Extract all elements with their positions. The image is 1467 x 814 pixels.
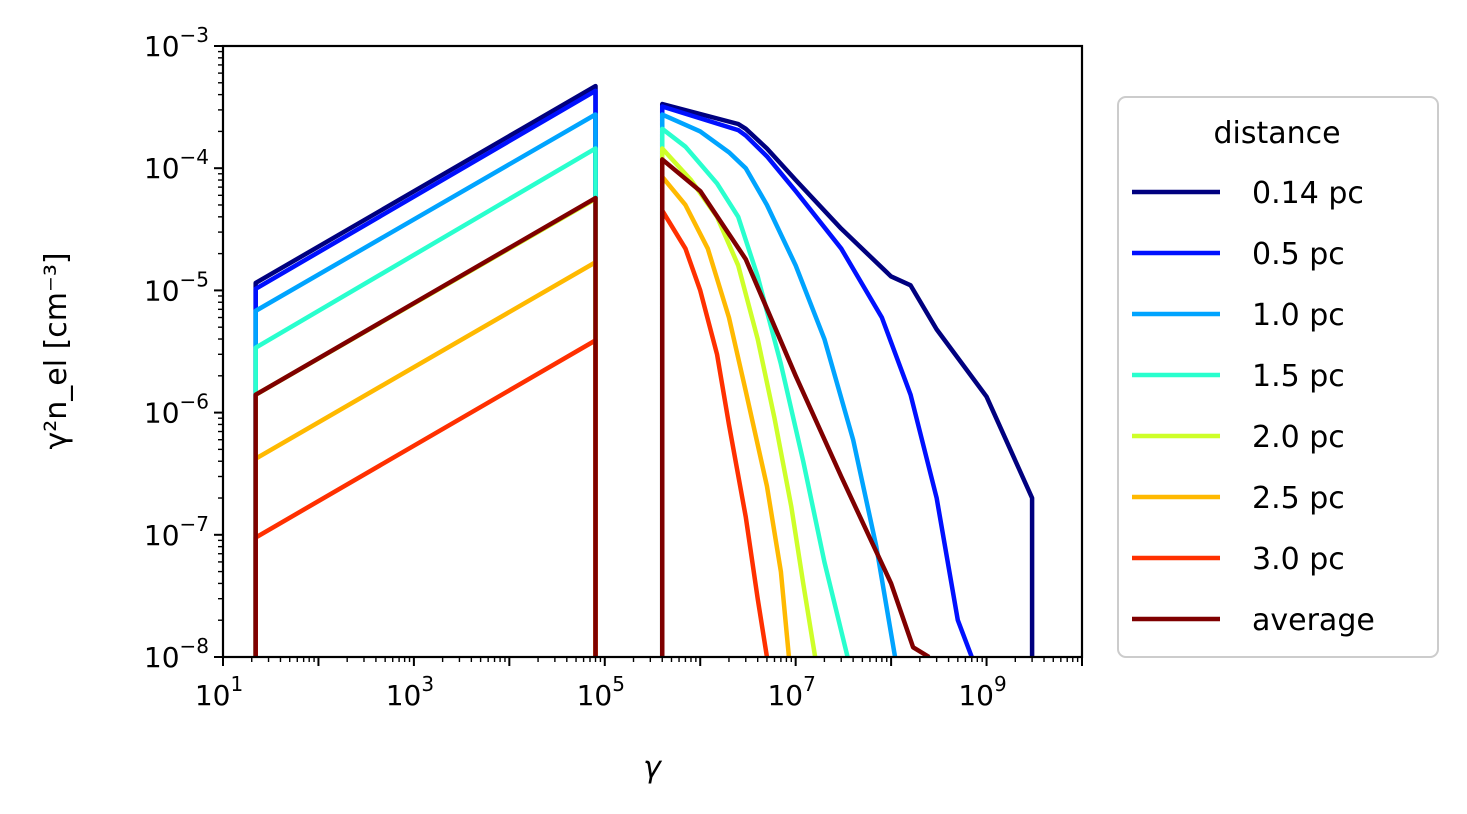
y-tick-label-base: 10	[144, 641, 180, 674]
x-tick-label: 105	[577, 672, 625, 712]
x-tick-label-exponent: 3	[421, 672, 434, 696]
series-line-average-segment-1	[253, 195, 598, 657]
series-line-2-0-pc-segment-2	[659, 146, 818, 657]
x-tick-label: 103	[386, 672, 434, 712]
y-tick-label-exponent: −8	[180, 634, 209, 658]
x-tick-label-base: 10	[195, 679, 231, 712]
x-tick-label: 107	[767, 672, 815, 712]
x-tick-label: 109	[958, 672, 1006, 712]
y-tick-label-base: 10	[144, 397, 180, 430]
y-tick-label-exponent: −5	[180, 267, 209, 291]
series-layer	[253, 83, 1035, 657]
x-tick-label-exponent: 5	[612, 672, 625, 696]
x-axis-label: γ	[643, 750, 663, 785]
legend-label: 2.5 pc	[1252, 481, 1345, 516]
legend: distance 0.14 pc 0.5 pc 1.0 pc 1.5 pc 2.0 pc…	[1117, 96, 1439, 658]
legend-item: 2.5 pc	[1132, 481, 1345, 516]
legend-label: 2.0 pc	[1252, 420, 1345, 455]
x-tick-label-base: 10	[577, 679, 613, 712]
y-tick-label-base: 10	[144, 274, 180, 307]
x-tick-label-exponent: 7	[803, 672, 816, 696]
x-tick-label-base: 10	[958, 679, 994, 712]
legend-items: 0.14 pc 0.5 pc 1.0 pc 1.5 pc 2.0 pc 2.5 pc 3.0…	[1132, 176, 1375, 638]
legend-label: 3.0 pc	[1252, 542, 1345, 577]
y-tick-label: 10−4	[144, 145, 209, 185]
legend-item: 2.0 pc	[1132, 420, 1345, 455]
y-tick-label-exponent: −6	[180, 390, 209, 414]
y-tick-label: 10−8	[144, 634, 209, 674]
legend-label: 1.0 pc	[1252, 298, 1345, 333]
legend-label: 0.5 pc	[1252, 237, 1345, 272]
series-line-0-5-pc-segment-2	[659, 104, 974, 657]
legend-frame	[1117, 96, 1439, 658]
series-line-average-segment-2	[659, 157, 931, 657]
y-tick-label-exponent: −3	[180, 23, 209, 47]
y-tick-label-exponent: −7	[180, 512, 209, 536]
x-tick-label-exponent: 1	[230, 672, 243, 696]
legend-label: 1.5 pc	[1252, 359, 1345, 394]
y-tick-label: 10−6	[144, 390, 209, 430]
y-tick-label-base: 10	[144, 519, 180, 552]
y-tick-label-exponent: −4	[180, 145, 209, 169]
x-tick-label-base: 10	[386, 679, 422, 712]
legend-label: 0.14 pc	[1252, 176, 1364, 211]
y-tick-label-base: 10	[144, 152, 180, 185]
legend-item: 3.0 pc	[1132, 542, 1345, 577]
y-tick-label: 10−5	[144, 267, 209, 307]
y-tick-label-base: 10	[144, 30, 180, 63]
legend-item: 1.0 pc	[1132, 298, 1345, 333]
x-tick-label-exponent: 9	[994, 672, 1007, 696]
legend-title: distance	[1213, 116, 1340, 151]
legend-item: average	[1132, 603, 1375, 638]
legend-item: 1.5 pc	[1132, 359, 1345, 394]
y-axis-label: γ²n_el [cm⁻³]	[39, 252, 74, 449]
series-line-3-0-pc-segment-2	[659, 208, 770, 657]
series-line-0-14-pc-segment-2	[659, 101, 1035, 657]
series-line-1-0-pc-segment-2	[659, 112, 898, 657]
axes-frame	[221, 44, 1084, 659]
y-tick-label: 10−7	[144, 512, 209, 552]
legend-item: 0.5 pc	[1132, 237, 1345, 272]
plot-area	[253, 83, 1035, 657]
series-line-2-5-pc-segment-2	[659, 174, 792, 657]
series-line-1-5-pc-segment-2	[659, 126, 850, 657]
x-tick-label-base: 10	[767, 679, 803, 712]
legend-label: average	[1252, 603, 1375, 638]
x-tick-label: 101	[195, 672, 243, 712]
y-tick-label: 10−3	[144, 23, 209, 63]
axes-layer	[221, 44, 1084, 659]
legend-item: 0.14 pc	[1132, 176, 1364, 211]
